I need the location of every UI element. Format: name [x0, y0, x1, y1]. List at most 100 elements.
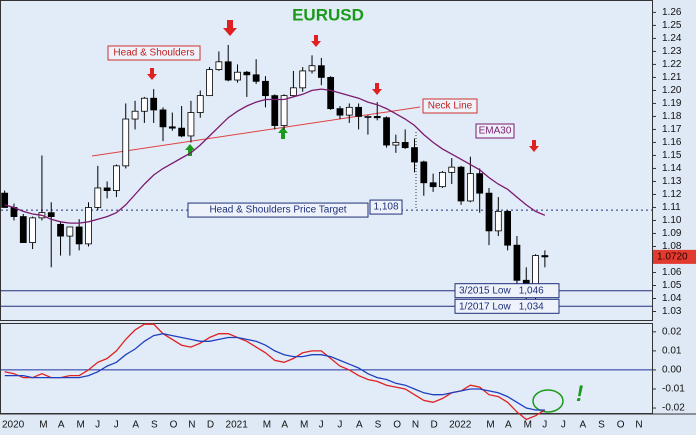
candle-body — [57, 223, 64, 237]
oscillator-line — [4, 333, 545, 411]
candle-body — [494, 210, 502, 232]
candle-body — [308, 65, 316, 72]
arrow — [223, 20, 237, 36]
x-tick-label: M — [524, 420, 532, 431]
ema-line — [4, 88, 546, 224]
y-tick-label: 0.01 — [662, 346, 682, 357]
candle-body — [1, 192, 9, 208]
x-tick-label: J — [95, 420, 100, 431]
candle-body — [113, 165, 120, 191]
y-tick-label: 1.16 — [662, 137, 682, 148]
candle-body — [541, 255, 549, 258]
candle-body — [187, 112, 195, 137]
y-tick-label: 1.05 — [662, 280, 682, 291]
y-tick-label: 1.21 — [662, 72, 682, 83]
candle-body — [243, 71, 251, 76]
candle-body — [411, 147, 418, 163]
x-tick-label: J — [114, 420, 119, 431]
candle-body — [252, 74, 260, 82]
x-tick-label: S — [151, 420, 158, 431]
x-tick-label: 2020 — [2, 420, 25, 431]
y-tick-label: 1.17 — [662, 124, 682, 135]
x-tick-label: J — [337, 420, 342, 431]
x-tick-label: M — [300, 420, 308, 431]
y-tick-label: -0.02 — [662, 403, 685, 414]
x-tick-label: N — [188, 420, 195, 431]
y-tick-label: 1.06 — [662, 267, 682, 278]
candle-body — [317, 65, 325, 78]
candle-body — [150, 97, 158, 111]
x-tick-label: S — [598, 420, 605, 431]
x-tick-label: A — [356, 420, 363, 431]
x-tick-label: J — [561, 420, 566, 431]
up-arrows — [185, 127, 288, 156]
candle-body — [355, 106, 362, 117]
candle-body — [122, 118, 130, 167]
legend-box — [475, 123, 515, 139]
candle-body — [466, 173, 474, 202]
candle-body — [420, 161, 428, 184]
down-arrows — [147, 20, 539, 152]
candle-body — [159, 109, 167, 128]
candle-body — [178, 127, 186, 137]
candle-body — [262, 80, 269, 97]
last-price-label: 1.0720 — [657, 252, 688, 263]
x-tick-label: M — [77, 420, 85, 431]
candle-body — [140, 97, 148, 112]
y-tick-label: 1.23 — [662, 46, 682, 57]
candle-body — [392, 142, 400, 146]
annotation-value: 1,108 — [373, 202, 398, 213]
x-tick-label: J — [319, 420, 324, 431]
annotation-box — [187, 202, 369, 218]
candle-body — [271, 95, 279, 126]
last-price-marker — [653, 249, 696, 264]
oscillator-panel — [0, 323, 653, 414]
y-tick-label: 1.13 — [662, 176, 682, 187]
candle-body — [66, 226, 74, 237]
x-tick-label: M — [486, 420, 494, 431]
candle-body — [85, 207, 92, 245]
legend-label: EMA30 — [479, 126, 512, 137]
candle-body — [439, 171, 446, 188]
y-tick-label: 1.09 — [662, 228, 682, 239]
candle-body — [383, 117, 390, 146]
x-tick-label: A — [58, 420, 65, 431]
x-tick-label: D — [430, 420, 437, 431]
x-tick-label: M — [263, 420, 271, 431]
annotation: Neck Line — [428, 101, 473, 112]
y-tick-label: 0.00 — [662, 365, 682, 376]
annotation-text: 1/2017 Low — [459, 301, 511, 312]
annotation: ! — [576, 381, 583, 406]
arrow — [311, 35, 321, 47]
x-tick-label: A — [132, 420, 139, 431]
x-tick-label: N — [412, 420, 419, 431]
annotation-value: 1,034 — [519, 301, 544, 312]
candle-body — [364, 116, 372, 118]
candle-body — [373, 116, 381, 119]
x-tick-label: A — [505, 420, 512, 431]
candle-body — [485, 192, 493, 232]
x-tick-label: O — [170, 420, 178, 431]
candle-body — [476, 173, 484, 194]
candle-body — [234, 71, 241, 81]
arrow — [372, 83, 382, 95]
x-tick-label: O — [617, 420, 625, 431]
candle-body — [196, 95, 204, 113]
arrow — [529, 140, 539, 152]
annotation-box — [369, 199, 403, 215]
candle-body — [299, 70, 307, 89]
arrow — [278, 127, 288, 139]
y-tick-label: 1.20 — [662, 85, 682, 96]
annotation-box — [107, 45, 201, 61]
y-tick-label: 1.08 — [662, 241, 682, 252]
y-tick-label: 1.24 — [662, 33, 682, 44]
annotation: 3/2015 Low 1,046 — [459, 285, 544, 296]
x-tick-label: O — [393, 420, 401, 431]
annotation-box — [454, 298, 560, 314]
candle-body — [429, 182, 437, 188]
highlight-circle — [532, 389, 564, 413]
y-tick-label: 1.25 — [662, 20, 682, 31]
y-tick-label: 1.26 — [662, 7, 682, 18]
y-tick-label: 1.22 — [662, 59, 682, 70]
